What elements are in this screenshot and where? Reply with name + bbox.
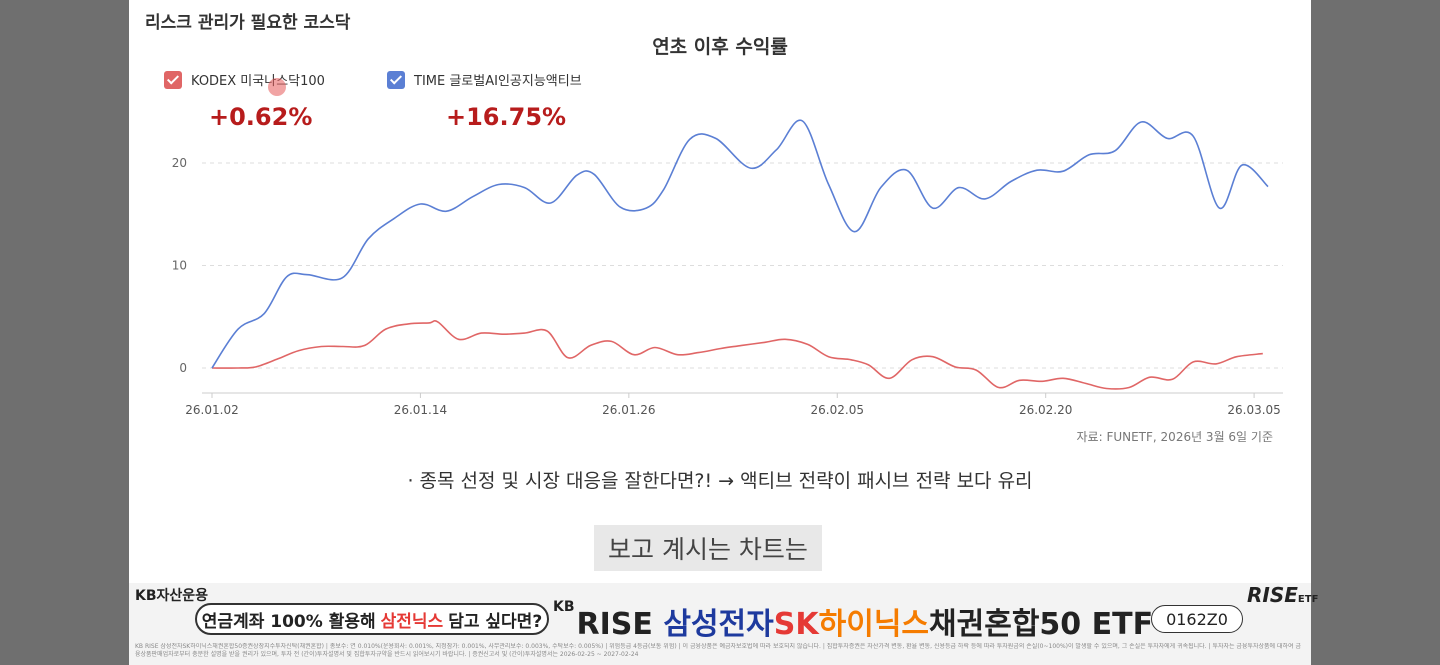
y-tick-label: 0 (179, 361, 187, 375)
video-caption: 보고 계시는 차트는 (594, 525, 822, 571)
return-time: +16.75% (446, 103, 567, 131)
legend-label-kodex: KODEX 미국나스닥100 (191, 74, 325, 89)
legend-label-time: TIME 글로벌AI인공지능액티브 (414, 74, 582, 89)
ad-main-hynix: 하이닉스 (818, 607, 930, 642)
ad-main-rise: RISE (576, 607, 653, 642)
x-tick-label: 26.01.02 (185, 403, 238, 417)
legend-item-time[interactable]: TIME 글로벌AI인공지능액티브 (387, 70, 582, 89)
x-tick-label: 26.02.20 (1019, 403, 1072, 417)
y-tick-label: 20 (172, 156, 187, 170)
chart-title: 연초 이후 수익률 (652, 36, 788, 58)
checkbox-icon[interactable] (387, 70, 405, 89)
y-tick-label: 10 (172, 259, 187, 273)
ad-banner[interactable]: KB자산운용 연금계좌 100% 활용해 삼전닉스 담고 싶다면? KBRISE… (129, 583, 1318, 665)
ad-main-samsung: 삼성전자 (663, 607, 774, 642)
ad-company: KB자산운용 (135, 588, 209, 604)
ad-pill-pre: 연금계좌 100% 활용해 (201, 611, 376, 632)
section-title: 리스크 관리가 필요한 코스닥 (145, 13, 351, 33)
return-kodex: +0.62% (209, 103, 313, 131)
ad-brand-logo: RISEETF (1247, 583, 1318, 607)
x-tick-label: 26.01.14 (394, 403, 447, 417)
x-tick-label: 26.02.05 (811, 403, 864, 417)
ad-main-rest: 채권혼합50 ETF (929, 607, 1154, 642)
ad-pill-highlight: 삼전닉스 (380, 611, 444, 632)
content-panel: 리스크 관리가 필요한 코스닥 연초 이후 수익률 KODEX 미국나스닥100… (129, 0, 1311, 665)
ad-fine-print: KB RISE 삼성전자SK하이닉스채권혼합50증권상장지수투자신탁(채권혼합)… (135, 643, 1301, 658)
ad-brand-suffix: ETF (1297, 594, 1319, 605)
ad-brand: RISE (1247, 583, 1298, 607)
ad-main-prefix: KB (553, 599, 575, 615)
ad-main-sk: SK (773, 607, 819, 642)
bullet-text: · 종목 선정 및 시장 대응을 잘한다면?! → 액티브 전략이 패시브 전략… (407, 470, 1033, 492)
x-tick-label: 26.01.26 (602, 403, 655, 417)
mouse-cursor-indicator (268, 78, 286, 96)
checkbox-icon[interactable] (164, 70, 182, 89)
legend-item-kodex[interactable]: KODEX 미국나스닥100 (164, 70, 325, 89)
x-tick-label: 26.03.05 (1227, 403, 1280, 417)
ad-code: 0162Z0 (1151, 605, 1243, 633)
source-note: 자료: FUNETF, 2026년 3월 6일 기준 (1076, 430, 1274, 444)
series-line-kodex (211, 320, 1263, 390)
ad-pill: 연금계좌 100% 활용해 삼전닉스 담고 싶다면? (195, 603, 549, 635)
line-chart: 0 10 20 26.01.02 26.01.14 26.01.26 26.02.05 26.… (172, 119, 1283, 417)
series-line-time (211, 119, 1269, 369)
ad-pill-post: 담고 싶다면? (448, 611, 543, 632)
ad-product-name: KBRISE 삼성전자SK하이닉스채권혼합50 ETF (553, 599, 1153, 643)
